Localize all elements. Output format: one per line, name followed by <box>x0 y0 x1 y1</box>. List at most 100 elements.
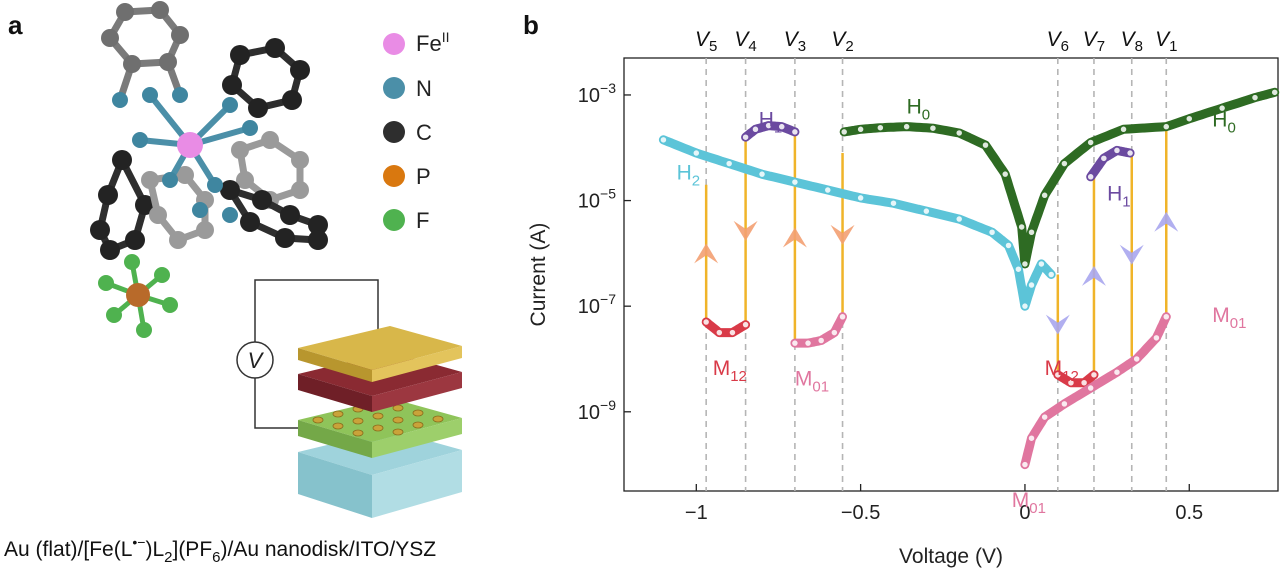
transition-arrow-icon <box>694 243 719 264</box>
data-point <box>790 177 800 187</box>
transition-arrow-icon <box>782 227 807 248</box>
series-line <box>658 135 1056 311</box>
f-swatch-icon <box>383 209 405 231</box>
data-point <box>1020 301 1030 311</box>
series-m12-negative- <box>701 317 751 338</box>
series-m01-negative- <box>790 312 847 348</box>
y-tick-label: 10−7 <box>578 291 616 318</box>
curve-label-h2: H2 <box>677 161 701 189</box>
curve-label-m01: M01 <box>1212 304 1246 332</box>
data-point <box>823 185 833 195</box>
y-tick-label: 10−3 <box>578 80 616 107</box>
data-point <box>1099 154 1109 163</box>
vline-label-v7: V7 <box>1083 28 1105 55</box>
data-point <box>692 148 701 158</box>
data-point <box>715 328 724 337</box>
data-point <box>1125 148 1135 158</box>
data-point <box>1060 159 1069 168</box>
n-swatch-icon <box>383 77 405 99</box>
data-point <box>659 135 668 145</box>
data-point <box>1079 378 1089 387</box>
transition-arrow-icon <box>1045 314 1070 335</box>
data-point <box>1132 354 1141 364</box>
data-point <box>987 228 997 237</box>
data-point <box>790 127 800 137</box>
data-point <box>1066 378 1076 387</box>
c-swatch-icon <box>383 121 405 143</box>
fluorine-atoms <box>98 254 178 338</box>
fe-swatch-icon <box>383 33 405 55</box>
vline-label-v4: V4 <box>734 28 756 55</box>
data-point <box>1152 333 1161 343</box>
data-point <box>981 140 990 150</box>
svg-text:P: P <box>416 164 431 189</box>
y-axis-title: Current (A) <box>527 223 550 327</box>
data-point <box>889 198 898 208</box>
vline-label-v3: V3 <box>784 28 806 55</box>
vline-label-v1: V1 <box>1155 28 1177 55</box>
curve-label-m01: M01 <box>795 367 829 395</box>
transition-arrow-icon <box>733 220 758 241</box>
panel-a-label: a <box>8 10 23 40</box>
y-tick-label: 10−9 <box>578 397 616 424</box>
data-point <box>1086 172 1095 182</box>
data-point <box>777 122 786 131</box>
data-point <box>1053 370 1063 380</box>
x-tick-label: −0.5 <box>841 502 880 524</box>
data-point <box>954 128 964 138</box>
data-point <box>1119 125 1128 134</box>
iv-chart: V5 V4 V3 V2 V6 V7 V8 V1 −1 −0.5 0 0.5 10−3 10−5 10−7 1… <box>527 28 1280 568</box>
data-point <box>856 125 865 134</box>
data-point <box>954 214 964 224</box>
data-point <box>922 206 931 216</box>
transition-arrow-icon <box>1119 244 1144 265</box>
panel-b-label: b <box>523 10 539 40</box>
curve-label-m12: M12 <box>713 357 747 385</box>
transition-arrow-icon <box>830 224 855 245</box>
device-stack-caption: Au (flat)/[Fe(L•−)L2](PF6)/Au nanodisk/I… <box>4 534 436 566</box>
curve-label-m01: M01 <box>1012 489 1046 517</box>
curve-label-h1: H1 <box>759 109 783 137</box>
p-swatch-icon <box>383 165 405 187</box>
data-point <box>876 123 885 132</box>
vline-label-v8: V8 <box>1121 28 1143 55</box>
legend-item-f: F <box>383 208 429 233</box>
atom-legend: FeII N C P F <box>383 29 449 233</box>
data-point <box>1112 367 1122 377</box>
legend-item-n: N <box>383 76 432 101</box>
data-point <box>816 336 826 345</box>
data-point <box>728 328 737 337</box>
voltmeter-label: V <box>248 348 265 373</box>
data-point <box>1040 191 1049 200</box>
data-point <box>1217 103 1227 113</box>
data-point <box>803 338 813 348</box>
data-point <box>1020 460 1030 469</box>
device-schematic: V <box>236 279 462 518</box>
curve-label-h1: H1 <box>1107 183 1131 211</box>
legend-item-fe: FeII <box>383 29 449 56</box>
curve-label-m12: M12 <box>1045 357 1079 385</box>
data-point <box>1162 312 1171 321</box>
series-h2 <box>658 135 1056 311</box>
series-line <box>701 317 751 338</box>
data-point <box>1040 412 1049 422</box>
x-tick-label: 0.5 <box>1175 502 1203 524</box>
svg-text:N: N <box>416 76 432 101</box>
data-point <box>764 121 773 130</box>
data-point <box>839 127 849 137</box>
transition-arrow-icon <box>1081 265 1106 286</box>
series-h0 <box>839 87 1280 269</box>
data-point <box>1185 114 1194 123</box>
vline-label-v5: V5 <box>695 28 717 55</box>
x-axis-title: Voltage (V) <box>899 545 1003 568</box>
x-tick-label: −1 <box>685 502 708 524</box>
data-point <box>1250 93 1260 102</box>
curve-label-h0: H0 <box>907 95 931 123</box>
series-h1-positive- <box>1086 145 1135 182</box>
data-point <box>1089 370 1099 380</box>
data-point <box>856 193 865 203</box>
data-point <box>1020 259 1030 269</box>
legend-item-p: P <box>383 164 431 189</box>
data-point <box>1046 270 1056 279</box>
